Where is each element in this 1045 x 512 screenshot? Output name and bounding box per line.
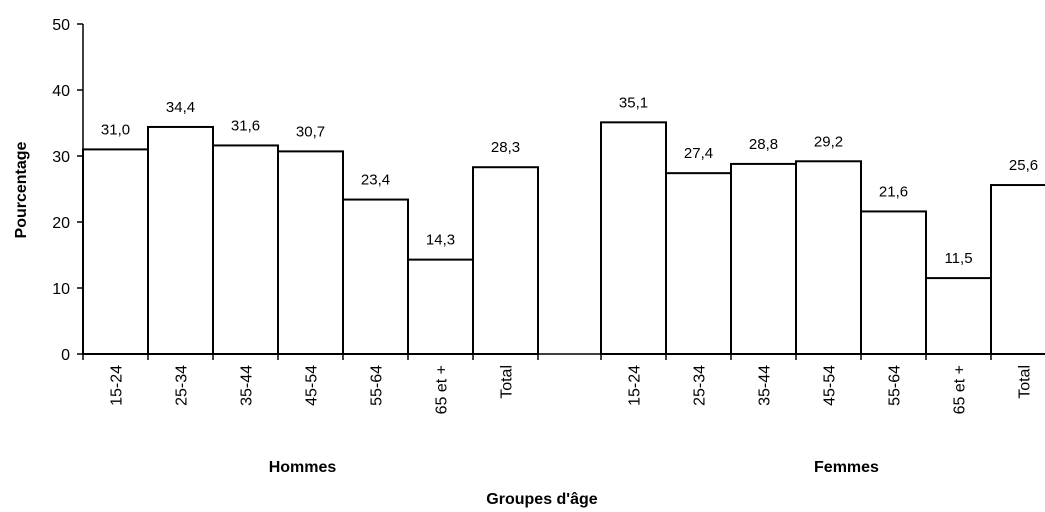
bar-value-label: 31,6 bbox=[231, 117, 260, 134]
bar-value-label: 25,6 bbox=[1009, 157, 1038, 174]
x-category-label: 45-54 bbox=[822, 365, 839, 406]
bar bbox=[925, 277, 992, 356]
bar bbox=[990, 184, 1045, 355]
bar bbox=[277, 150, 344, 355]
x-category-label: 25-34 bbox=[692, 365, 709, 406]
bar bbox=[795, 160, 862, 355]
group-label: Hommes bbox=[269, 459, 337, 476]
bar bbox=[730, 162, 797, 355]
x-category-label: 35-44 bbox=[239, 365, 256, 406]
bar bbox=[82, 148, 149, 355]
x-category-label: Total bbox=[1017, 365, 1034, 399]
bar-value-label: 34,4 bbox=[166, 99, 195, 116]
axes-layer: 0 10 20 30 40 50 bbox=[52, 17, 1045, 364]
x-category-label: 15-24 bbox=[627, 365, 644, 406]
y-tick-label: 10 bbox=[52, 281, 70, 298]
bar-value-label: 35,1 bbox=[619, 94, 648, 111]
bars-layer bbox=[82, 121, 1045, 356]
y-tick-label: 20 bbox=[52, 215, 70, 232]
bar-value-label: 27,4 bbox=[684, 145, 713, 162]
bar-value-label: 31,0 bbox=[101, 121, 130, 138]
y-tick-label: 30 bbox=[52, 149, 70, 166]
y-tick-label: 50 bbox=[52, 17, 70, 34]
bar-value-label: 14,3 bbox=[426, 232, 455, 249]
x-category-label: 15-24 bbox=[109, 365, 126, 406]
y-tick-label: 0 bbox=[61, 347, 70, 364]
bar bbox=[665, 172, 732, 355]
bar bbox=[212, 144, 279, 355]
bar-value-label: 30,7 bbox=[296, 123, 325, 140]
x-category-label: 25-34 bbox=[174, 365, 191, 406]
x-category-label: 65 et + bbox=[434, 365, 451, 414]
x-axis-title: Groupes d'âge bbox=[486, 491, 597, 508]
x-category-label: 45-54 bbox=[304, 365, 321, 406]
bar bbox=[342, 198, 409, 355]
group-label: Femmes bbox=[814, 459, 879, 476]
bar bbox=[600, 121, 667, 355]
labels-layer: 31,0 15-24 34,4 25-34 31,6 35-44 30,7 45-54 23,4… bbox=[101, 94, 1038, 476]
x-category-label: 35-44 bbox=[757, 365, 774, 406]
x-category-label: Total bbox=[499, 365, 516, 399]
x-category-label: 55-64 bbox=[369, 365, 386, 406]
x-category-label: 55-64 bbox=[887, 365, 904, 406]
y-tick-label: 40 bbox=[52, 83, 70, 100]
bar-value-label: 28,3 bbox=[491, 139, 520, 156]
bar bbox=[472, 166, 539, 355]
bar-value-label: 11,5 bbox=[944, 250, 972, 267]
bar-value-label: 23,4 bbox=[361, 172, 390, 189]
x-category-label: 65 et + bbox=[952, 365, 969, 414]
y-axis-title: Pourcentage bbox=[13, 141, 30, 238]
bar-value-label: 28,8 bbox=[749, 136, 778, 153]
bar bbox=[147, 125, 214, 355]
bar-value-label: 29,2 bbox=[814, 133, 843, 150]
bar-value-label: 21,6 bbox=[879, 183, 908, 200]
bar bbox=[407, 258, 474, 355]
bar bbox=[860, 210, 927, 355]
